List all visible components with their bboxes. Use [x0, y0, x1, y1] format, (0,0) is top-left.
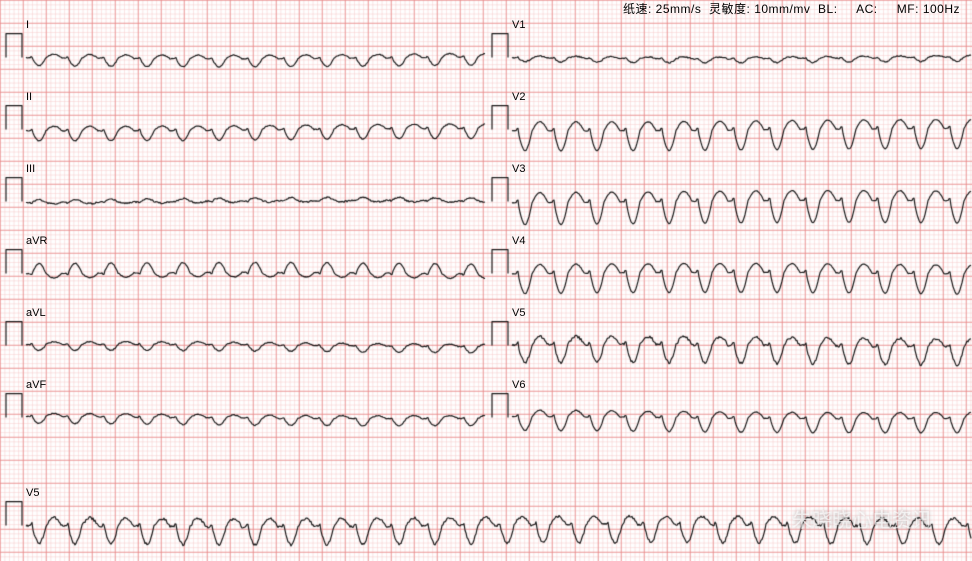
sensitivity-value: 10mm/mv: [754, 2, 810, 16]
lead-label-I: I: [26, 20, 29, 31]
ecg-header: 纸速: 25mm/s 灵敏度: 10mm/mv BL: AC: MF: 100H…: [0, 0, 972, 18]
lead-label-rhythm-V5: V5: [26, 488, 39, 499]
mf-label: MF:: [897, 2, 919, 16]
lead-label-V6: V6: [512, 380, 525, 391]
mf-value: 100Hz: [923, 2, 960, 16]
lead-label-II: II: [26, 92, 32, 103]
paper-speed-value: 25mm/s: [656, 2, 702, 16]
lead-label-aVL: aVL: [26, 308, 46, 319]
bl-label: BL:: [818, 2, 838, 16]
lead-label-V4: V4: [512, 236, 525, 247]
lead-label-V1: V1: [512, 20, 525, 31]
lead-label-aVF: aVF: [26, 380, 46, 391]
ac-label: AC:: [856, 2, 878, 16]
lead-label-V5: V5: [512, 308, 525, 319]
lead-label-V2: V2: [512, 92, 525, 103]
lead-label-aVR: aVR: [26, 236, 47, 247]
ecg-chart: 纸速: 25mm/s 灵敏度: 10mm/mv BL: AC: MF: 100H…: [0, 0, 972, 561]
lead-label-III: III: [26, 164, 35, 175]
ecg-traces: [0, 0, 972, 561]
paper-speed-label: 纸速:: [623, 2, 652, 16]
lead-label-V3: V3: [512, 164, 525, 175]
sensitivity-label: 灵敏度:: [709, 2, 750, 16]
